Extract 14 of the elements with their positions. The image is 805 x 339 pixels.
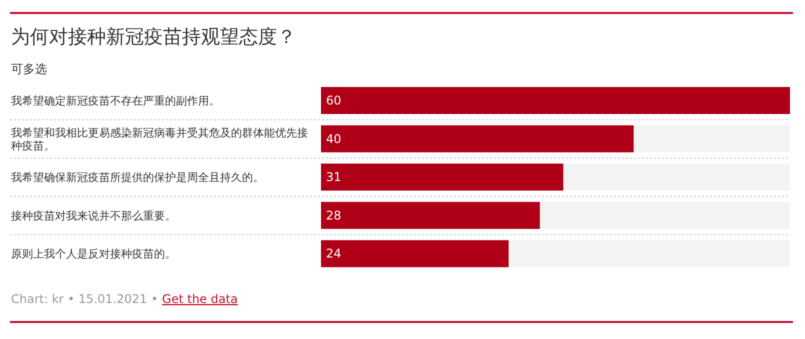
data-label: 24 [326,246,342,261]
text: Get the data [162,292,238,306]
y-tick-label: 接种疫苗对我来说并不那么重要。 [11,209,176,222]
data-label: 60 [326,94,342,108]
y-tick-label: 我希望确保新冠疫苗所提供的保护是周全且持久的。 [11,171,264,184]
y-tick-label: 我希望确定新冠疫苗不存在严重的副作用。 [11,94,220,108]
data-label: 40 [326,132,342,146]
text: 可多选 [11,62,47,76]
text: Chart: kr • 15.01.2021 • [11,292,158,306]
data-label: 28 [326,208,342,222]
y-tick-label: 原则上我个人是反对接种疫苗的。 [11,248,176,261]
text: 为何对接种新冠疫苗持观望态度？ [11,26,296,48]
y-tick-label: 我希望和我相比更易感染新冠病毒并受其危及的群体能优先接种疫苗。 [11,126,308,152]
data-label: 31 [326,170,342,184]
